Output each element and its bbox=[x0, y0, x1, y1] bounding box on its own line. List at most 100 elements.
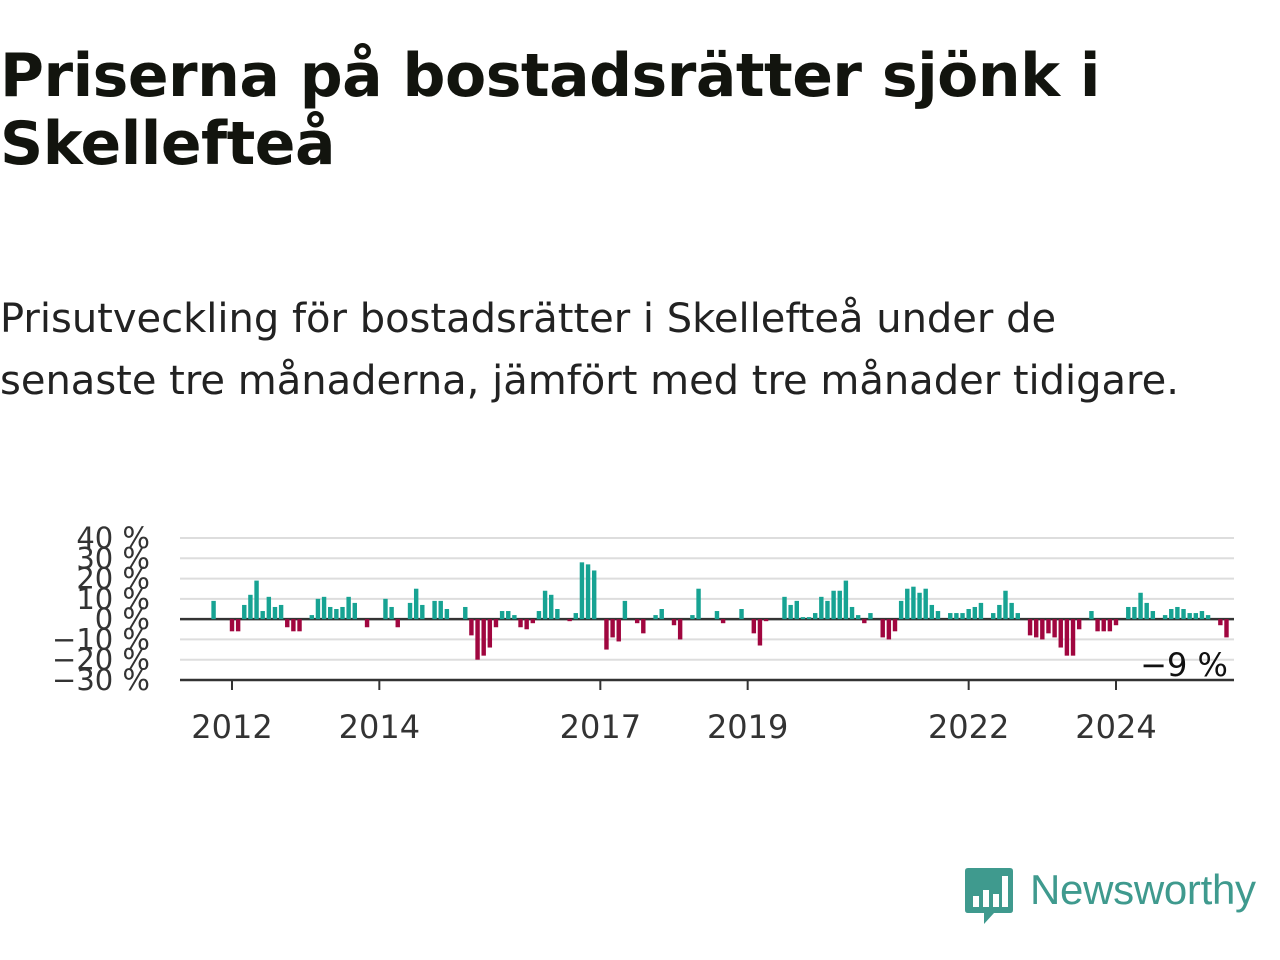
bar bbox=[1193, 613, 1199, 620]
bar bbox=[1046, 619, 1051, 634]
bar bbox=[315, 598, 321, 620]
y-tick-label: −30 % bbox=[52, 663, 150, 697]
bar bbox=[1218, 619, 1223, 626]
bar bbox=[211, 600, 216, 620]
bar bbox=[696, 588, 701, 620]
bar bbox=[898, 600, 904, 620]
bar bbox=[512, 615, 517, 620]
bar bbox=[395, 619, 400, 628]
bar bbox=[383, 598, 388, 620]
bar bbox=[469, 619, 474, 636]
bar bbox=[579, 562, 585, 620]
bar bbox=[935, 611, 941, 620]
bar bbox=[1162, 615, 1168, 620]
bar bbox=[407, 602, 413, 620]
x-tick-label: 2014 bbox=[339, 708, 420, 746]
bar bbox=[248, 594, 253, 620]
bar bbox=[463, 606, 468, 620]
bar bbox=[677, 619, 683, 640]
bar bbox=[1181, 609, 1186, 620]
bar bbox=[806, 617, 812, 620]
bar bbox=[843, 580, 849, 620]
bar bbox=[1027, 619, 1033, 636]
last-value-label: −9 % bbox=[1140, 646, 1228, 684]
bar bbox=[518, 619, 523, 628]
bar bbox=[260, 611, 265, 620]
bar bbox=[297, 619, 302, 632]
bar bbox=[1015, 613, 1020, 620]
bar bbox=[432, 600, 437, 620]
bar bbox=[555, 609, 560, 620]
bar bbox=[591, 570, 597, 620]
bar bbox=[573, 613, 578, 620]
x-tick-label: 2024 bbox=[1075, 708, 1156, 746]
bar bbox=[481, 619, 486, 656]
bar bbox=[1132, 606, 1137, 620]
bar bbox=[960, 613, 965, 620]
bar bbox=[917, 592, 922, 620]
x-tick-label: 2022 bbox=[928, 708, 1009, 746]
bar bbox=[892, 619, 898, 632]
bar bbox=[905, 588, 910, 620]
bar bbox=[530, 619, 536, 624]
y-tick-label: 0 % bbox=[95, 602, 150, 636]
bar bbox=[641, 619, 646, 634]
bar bbox=[880, 619, 885, 638]
bar bbox=[714, 611, 720, 620]
bar bbox=[923, 588, 928, 620]
bar bbox=[763, 619, 769, 622]
bar bbox=[549, 594, 554, 620]
bar bbox=[506, 611, 511, 620]
bar bbox=[616, 619, 621, 642]
page-subtitle: Prisutveckling för bostadsrätter i Skell… bbox=[0, 296, 1179, 404]
bar bbox=[837, 590, 842, 620]
bar bbox=[794, 600, 799, 620]
bar bbox=[1205, 615, 1211, 620]
bar bbox=[499, 611, 505, 620]
y-tick-label: −10 % bbox=[52, 622, 150, 656]
bar bbox=[567, 619, 572, 622]
brand-name: Newsworthy bbox=[1030, 866, 1256, 913]
bar bbox=[340, 606, 345, 620]
bar bbox=[720, 619, 726, 624]
bar bbox=[524, 619, 529, 630]
bar bbox=[291, 619, 296, 632]
bar bbox=[266, 596, 272, 620]
grid-lines bbox=[180, 537, 1234, 661]
bar bbox=[819, 596, 824, 620]
bar bbox=[1076, 619, 1082, 630]
bar bbox=[278, 604, 284, 620]
bar bbox=[757, 619, 763, 646]
bar bbox=[868, 613, 873, 620]
bar bbox=[972, 606, 978, 620]
bar bbox=[1095, 619, 1100, 632]
x-tick-label: 2012 bbox=[191, 708, 272, 746]
bar bbox=[825, 600, 830, 620]
bar bbox=[782, 596, 787, 620]
bar bbox=[690, 615, 695, 620]
bar bbox=[364, 619, 370, 628]
bar bbox=[585, 564, 591, 620]
bar bbox=[542, 590, 548, 620]
bar bbox=[1003, 590, 1008, 620]
y-tick-label: 40 % bbox=[76, 521, 150, 555]
bar bbox=[855, 615, 861, 620]
bar bbox=[1089, 611, 1094, 620]
bar bbox=[475, 619, 480, 660]
bar bbox=[1150, 611, 1156, 620]
bar bbox=[242, 604, 247, 620]
brand-logo: Newsworthy bbox=[964, 866, 1256, 926]
bar bbox=[1040, 619, 1045, 640]
bar bbox=[420, 604, 425, 620]
bar bbox=[997, 604, 1002, 620]
bar bbox=[321, 596, 327, 620]
bar bbox=[254, 580, 259, 620]
bar bbox=[1033, 619, 1039, 638]
x-tick-label: 2019 bbox=[707, 708, 788, 746]
bar bbox=[948, 613, 953, 620]
bar bbox=[413, 588, 419, 620]
bar bbox=[966, 609, 971, 620]
bars bbox=[211, 562, 1229, 660]
bar bbox=[1107, 619, 1113, 632]
bar bbox=[346, 596, 351, 620]
